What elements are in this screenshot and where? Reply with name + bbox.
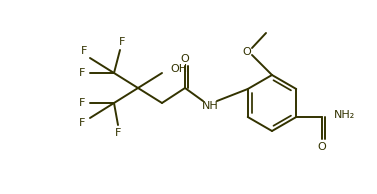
Text: F: F: [79, 118, 85, 128]
Text: F: F: [81, 46, 87, 56]
Text: F: F: [115, 128, 121, 138]
Text: F: F: [79, 68, 85, 78]
Text: NH: NH: [202, 101, 218, 111]
Text: OH: OH: [170, 64, 187, 74]
Text: O: O: [243, 47, 251, 57]
Text: O: O: [318, 142, 326, 152]
Text: F: F: [119, 37, 125, 47]
Text: NH₂: NH₂: [334, 110, 355, 120]
Text: F: F: [79, 98, 85, 108]
Text: O: O: [181, 54, 189, 64]
